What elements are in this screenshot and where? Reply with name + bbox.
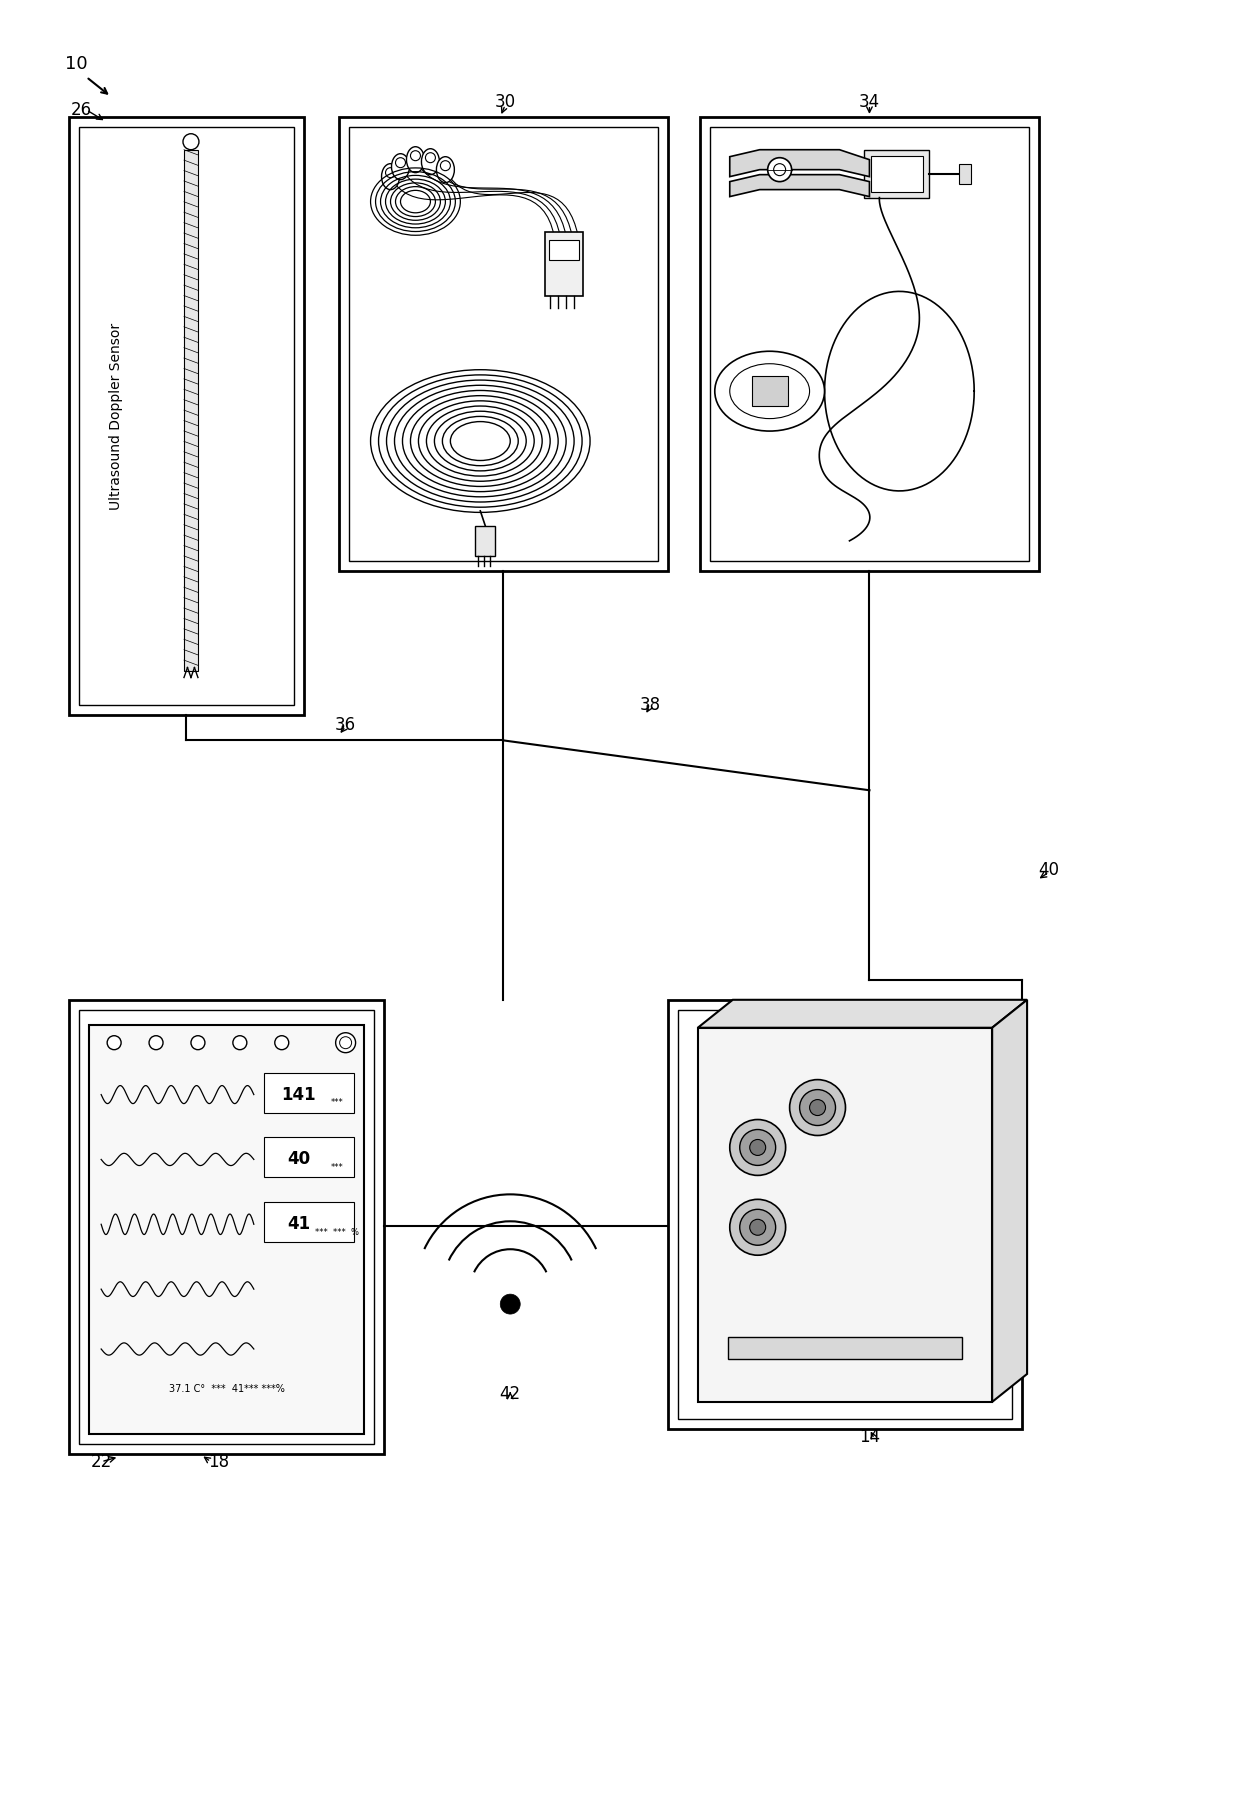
Bar <box>69 1001 383 1455</box>
Text: ***  ***  %: *** *** % <box>315 1228 358 1237</box>
Polygon shape <box>698 1028 992 1402</box>
Ellipse shape <box>392 154 409 180</box>
Bar <box>668 1001 1022 1429</box>
Text: 18: 18 <box>208 1453 229 1471</box>
Bar <box>339 116 668 570</box>
Bar <box>549 240 579 260</box>
Circle shape <box>730 1119 786 1175</box>
Bar <box>264 1202 353 1242</box>
Text: 14: 14 <box>859 1427 880 1446</box>
Bar <box>709 127 1029 561</box>
Polygon shape <box>730 174 869 196</box>
Circle shape <box>800 1090 836 1126</box>
Ellipse shape <box>422 149 439 174</box>
Bar <box>348 127 658 561</box>
Bar <box>475 527 495 556</box>
Bar <box>79 1010 373 1444</box>
Circle shape <box>810 1099 826 1115</box>
Text: 42: 42 <box>500 1386 521 1404</box>
Circle shape <box>396 158 405 167</box>
Circle shape <box>740 1209 776 1246</box>
Polygon shape <box>992 1001 1027 1402</box>
Bar <box>79 127 294 705</box>
Text: 34: 34 <box>859 93 880 111</box>
Circle shape <box>275 1035 289 1050</box>
Ellipse shape <box>382 163 399 189</box>
Ellipse shape <box>407 147 424 173</box>
Circle shape <box>386 167 396 178</box>
Circle shape <box>191 1035 205 1050</box>
Bar <box>264 1073 353 1113</box>
Text: 26: 26 <box>71 102 92 118</box>
Bar <box>546 231 583 296</box>
Circle shape <box>500 1295 521 1315</box>
Circle shape <box>730 1199 786 1255</box>
Text: Ultrasound Doppler Sensor: Ultrasound Doppler Sensor <box>109 323 123 510</box>
Polygon shape <box>698 1001 1027 1028</box>
Circle shape <box>340 1037 352 1048</box>
Bar <box>264 1137 353 1177</box>
Polygon shape <box>730 149 869 176</box>
Bar <box>69 116 304 716</box>
Text: 141: 141 <box>281 1086 316 1104</box>
Text: 38: 38 <box>640 697 661 714</box>
Circle shape <box>768 158 791 182</box>
Circle shape <box>774 163 786 176</box>
Ellipse shape <box>730 363 810 419</box>
Ellipse shape <box>714 350 825 430</box>
Bar <box>184 149 198 670</box>
Text: 40: 40 <box>288 1150 310 1168</box>
Bar <box>728 1337 962 1358</box>
Circle shape <box>750 1219 765 1235</box>
Bar <box>699 116 1039 570</box>
Text: 40: 40 <box>1039 861 1059 879</box>
Text: 22: 22 <box>91 1453 112 1471</box>
Bar <box>89 1024 363 1435</box>
Text: 41: 41 <box>288 1215 310 1233</box>
Circle shape <box>740 1130 776 1166</box>
Circle shape <box>425 153 435 163</box>
Circle shape <box>790 1081 846 1135</box>
Text: 37.1 C°  ***  41*** ***%: 37.1 C° *** 41*** ***% <box>169 1384 285 1395</box>
Bar <box>751 376 787 407</box>
Circle shape <box>410 151 420 160</box>
Circle shape <box>440 160 450 171</box>
Circle shape <box>750 1139 765 1155</box>
Circle shape <box>184 134 198 149</box>
Text: 36: 36 <box>335 716 356 734</box>
Text: 30: 30 <box>495 93 516 111</box>
Bar <box>960 163 971 183</box>
Circle shape <box>107 1035 122 1050</box>
Circle shape <box>233 1035 247 1050</box>
Text: ***: *** <box>330 1099 343 1108</box>
Text: ***: *** <box>330 1162 343 1171</box>
Text: 10: 10 <box>64 54 88 73</box>
Circle shape <box>336 1033 356 1053</box>
Bar <box>872 156 924 192</box>
Bar <box>678 1010 1012 1418</box>
Circle shape <box>149 1035 162 1050</box>
Ellipse shape <box>436 156 454 183</box>
Bar <box>864 149 929 198</box>
